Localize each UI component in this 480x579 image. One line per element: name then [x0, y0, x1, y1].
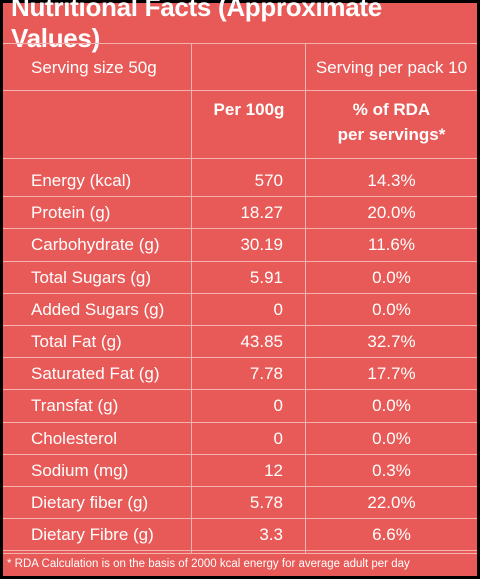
divider: [3, 90, 477, 91]
rda-value: 0.0%: [372, 428, 411, 448]
rda-value: 0.3%: [372, 460, 411, 480]
rda-value: 6.6%: [372, 525, 411, 545]
nutrient-name: Total Fat (g): [31, 332, 122, 352]
nutrient-name: Sodium (mg): [31, 460, 129, 480]
row-divider: [3, 486, 477, 487]
row-divider: [3, 453, 477, 455]
per-100g-value: 5.91: [249, 267, 283, 287]
nutrition-facts-panel: Nutritional Facts (Approximate Values) S…: [3, 0, 477, 576]
rda-value: 14.3%: [367, 171, 416, 191]
serving-size-label: Serving size 50g: [31, 58, 157, 77]
row-divider: [3, 421, 477, 423]
row-divider: [3, 325, 477, 326]
rda-value: 22.0%: [367, 493, 416, 513]
rda-header-line2: per servings*: [337, 125, 446, 144]
per-100g-header: Per 100g: [213, 100, 285, 119]
row-divider: [3, 357, 477, 359]
rda-value: 17.7%: [367, 364, 416, 384]
row-divider: [3, 260, 477, 262]
rda-value: 32.7%: [367, 332, 416, 352]
rda-value: 20.0%: [367, 203, 416, 223]
per-100g-value: 0: [273, 299, 283, 319]
nutrient-name: Energy (kcal): [31, 171, 132, 191]
per-100g-value: 3.3: [259, 525, 283, 545]
rda-value: 11.6%: [368, 235, 415, 255]
row-divider: [3, 389, 477, 391]
per-100g-value: 570: [254, 171, 283, 191]
nutrient-name: Cholesterol: [31, 428, 117, 448]
row-divider: [3, 292, 477, 294]
nutrient-name: Dietary fiber (g): [31, 493, 149, 513]
nutrient-name: Transfat (g): [31, 396, 119, 416]
per-100g-value: 7.78: [249, 364, 283, 384]
rda-value: 0.0%: [372, 267, 411, 287]
row-divider: [3, 518, 477, 520]
column-divider: [191, 43, 192, 553]
nutrient-name: Added Sugars (g): [31, 299, 165, 319]
per-100g-value: 30.19: [240, 235, 283, 255]
per-100g-value: 0: [273, 396, 283, 416]
nutrient-name: Carbohydrate (g): [31, 235, 160, 255]
row-divider: [3, 228, 477, 230]
rda-value: 0.0%: [372, 299, 411, 319]
rda-header-line1: % of RDA: [352, 100, 431, 119]
nutrient-name: Protein (g): [31, 203, 111, 223]
divider: [3, 553, 477, 554]
per-100g-value: 0: [273, 428, 283, 448]
nutrient-name: Total Sugars (g): [31, 267, 151, 287]
divider: [3, 158, 477, 159]
per-100g-value: 18.27: [240, 203, 283, 223]
serving-per-pack-label: Serving per pack 10: [315, 58, 468, 77]
nutrient-name: Saturated Fat (g): [31, 364, 160, 384]
nutrient-name: Dietary Fibre (g): [31, 525, 154, 545]
per-100g-value: 12: [264, 460, 283, 480]
rda-value: 0.0%: [372, 396, 411, 416]
divider: [3, 43, 477, 44]
page-title: Nutritional Facts (Approximate Values): [11, 0, 382, 53]
row-divider: [3, 550, 477, 552]
column-divider: [305, 43, 306, 553]
per-100g-value: 5.78: [249, 493, 283, 513]
rda-footnote: * RDA Calculation is on the basis of 200…: [7, 558, 410, 570]
row-divider: [3, 196, 477, 198]
per-100g-value: 43.85: [240, 332, 283, 352]
